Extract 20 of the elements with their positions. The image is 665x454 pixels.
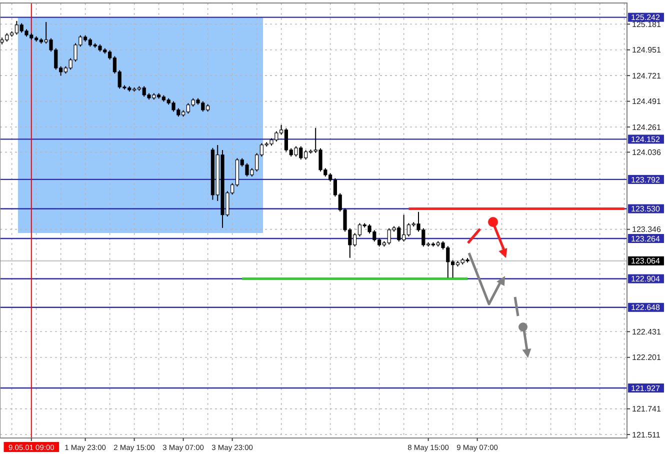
y-tick-label: 125.181 bbox=[632, 20, 662, 29]
y-tick-label: 122.431 bbox=[632, 327, 662, 336]
ref-line-label: 123.530 bbox=[631, 204, 660, 214]
y-tick-label: 121.511 bbox=[632, 430, 661, 440]
y-tick-label: 124.261 bbox=[632, 122, 662, 132]
ref-line-label: 123.064 bbox=[631, 256, 660, 266]
y-tick-label: 123.346 bbox=[632, 225, 662, 234]
y-tick-label: 124.721 bbox=[632, 71, 662, 80]
ref-line-label: 124.152 bbox=[631, 135, 660, 144]
ref-line-label: 123.264 bbox=[631, 234, 660, 244]
ref-line-label: 125.242 bbox=[631, 13, 660, 22]
y-tick-label: 124.491 bbox=[632, 97, 662, 106]
y-tick-label: 124.951 bbox=[632, 46, 662, 55]
ref-line-label: 123.792 bbox=[631, 175, 660, 184]
ref-line-label: 122.648 bbox=[631, 303, 660, 312]
y-tick-label: 124.036 bbox=[632, 148, 662, 157]
y-tick-label: 122.201 bbox=[632, 353, 662, 362]
ref-line-label: 122.904 bbox=[631, 274, 660, 284]
y-tick-label: 121.741 bbox=[632, 404, 662, 414]
ref-line-label: 121.927 bbox=[631, 384, 660, 393]
